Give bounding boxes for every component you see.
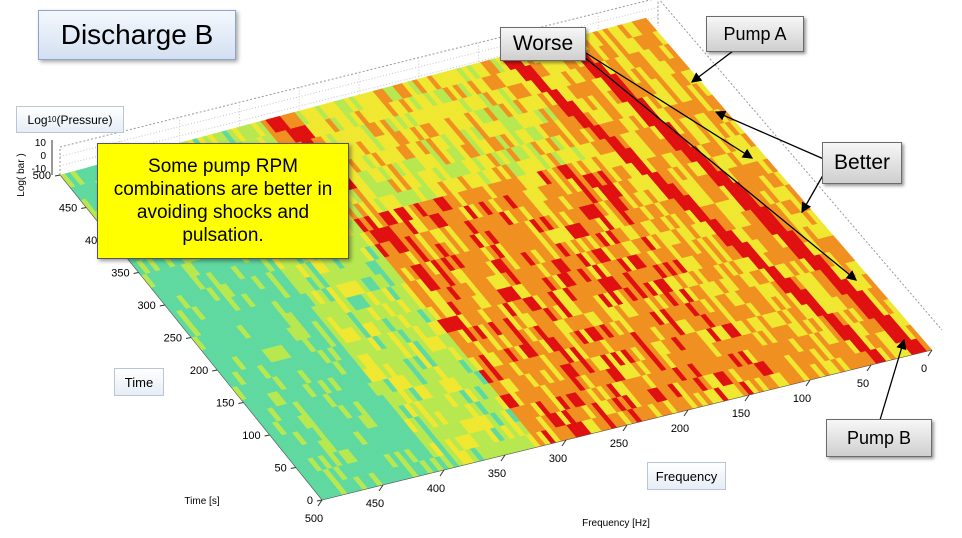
freq-tick-mark bbox=[866, 364, 872, 372]
time-tick-mark bbox=[290, 467, 296, 469]
time-tick-mark bbox=[81, 207, 87, 209]
freq-tick-mark bbox=[622, 424, 628, 432]
freq-tick-mark bbox=[805, 379, 811, 387]
chart-axes: 0501001502002503003504004505000501001502… bbox=[16, 138, 933, 529]
time-tick-label: 500 bbox=[33, 170, 51, 182]
annotation-arrows bbox=[577, 47, 907, 421]
freq-tick-label: 250 bbox=[610, 438, 628, 450]
freq-tick-label: 200 bbox=[671, 423, 689, 435]
worse-arrow-upper bbox=[577, 47, 754, 159]
pump-b-callout: Pump B bbox=[826, 419, 932, 457]
freq-tick-mark bbox=[683, 409, 689, 417]
freq-tick-label: 150 bbox=[732, 408, 750, 420]
pressure-tick-label: 0 bbox=[40, 151, 46, 162]
pressure-label-suffix: (Pressure) bbox=[56, 112, 113, 127]
freq-tick-mark bbox=[561, 439, 567, 447]
pressure-tick-label: 10 bbox=[35, 138, 47, 149]
time-tick-mark bbox=[212, 369, 218, 372]
pressure-label-subscript: 10 bbox=[47, 115, 57, 124]
freq-tick-mark bbox=[317, 499, 323, 507]
worse-callout: Worse bbox=[500, 27, 586, 61]
time-tick-label: 0 bbox=[307, 495, 313, 507]
frequency-callout: Frequency bbox=[647, 462, 726, 490]
freq-tick-label: 500 bbox=[305, 513, 323, 525]
time-tick-mark bbox=[133, 272, 139, 274]
time-tick-mark bbox=[238, 402, 244, 404]
pump-a-arrow bbox=[690, 47, 738, 83]
better-arrow-upper bbox=[714, 110, 827, 161]
time-tick-mark bbox=[316, 499, 323, 502]
time-tick-label: 300 bbox=[137, 300, 155, 312]
freq-tick-label: 450 bbox=[366, 498, 384, 510]
pump-b-arrow bbox=[879, 338, 907, 421]
y-axis-title: Time [s] bbox=[184, 496, 219, 507]
freq-tick-label: 50 bbox=[857, 378, 869, 390]
x-axis-title: Frequency [Hz] bbox=[582, 518, 650, 529]
time-tick-mark bbox=[54, 174, 61, 177]
side-wall-edge bbox=[659, 0, 943, 331]
time-tick-mark bbox=[264, 434, 270, 437]
freq-tick-mark bbox=[439, 469, 445, 477]
spectrogram-surface bbox=[59, 17, 933, 501]
time-tick-label: 350 bbox=[111, 268, 129, 280]
time-tick-label: 100 bbox=[242, 430, 260, 442]
pressure-axis-label: Log 10 (Pressure) bbox=[16, 106, 124, 133]
freq-tick-mark bbox=[500, 454, 506, 462]
freq-tick-label: 300 bbox=[549, 453, 567, 465]
time-tick-label: 200 bbox=[190, 365, 208, 377]
time-tick-mark bbox=[185, 337, 192, 339]
freq-tick-label: 100 bbox=[793, 393, 811, 405]
freq-tick-label: 400 bbox=[427, 483, 445, 495]
time-tick-mark bbox=[159, 304, 165, 307]
time-tick-label: 250 bbox=[164, 333, 182, 345]
note-box: Some pump RPM combinations are better in… bbox=[97, 143, 349, 259]
time-tick-label: 150 bbox=[216, 398, 234, 410]
slide-title: Discharge B bbox=[38, 10, 236, 60]
z-axis-title: Log( bar ) bbox=[16, 153, 27, 196]
freq-tick-label: 0 bbox=[921, 363, 927, 375]
freq-tick-label: 350 bbox=[488, 468, 506, 480]
time-tick-label: 50 bbox=[275, 463, 287, 475]
freq-tick-mark bbox=[744, 394, 750, 402]
time-tick-label: 450 bbox=[59, 203, 77, 215]
freq-tick-mark bbox=[378, 484, 384, 492]
pump-a-callout: Pump A bbox=[706, 16, 804, 52]
better-callout: Better bbox=[822, 142, 902, 184]
pressure-tick-label: -10 bbox=[32, 164, 47, 175]
freq-tick-mark bbox=[927, 349, 933, 357]
worse-arrow-lower bbox=[577, 51, 858, 281]
time-callout: Time bbox=[114, 368, 164, 396]
pressure-label-log: Log bbox=[27, 112, 48, 127]
